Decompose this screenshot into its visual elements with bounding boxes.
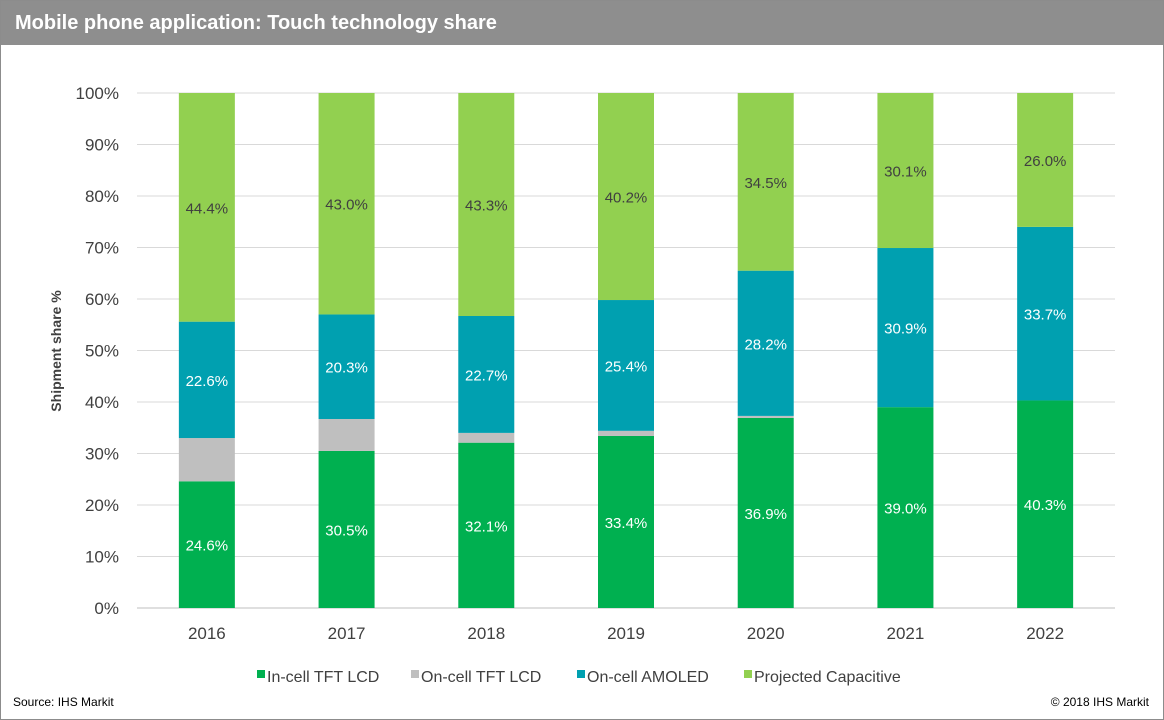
- bar-segment: [737, 93, 794, 271]
- x-tick-label: 2016: [188, 624, 226, 643]
- data-label: 36.9%: [744, 506, 787, 523]
- bar-segment: [1017, 400, 1074, 608]
- y-tick-label: 10%: [85, 548, 119, 567]
- data-label: 28.2%: [744, 336, 787, 353]
- x-tick-label: 2020: [747, 624, 785, 643]
- source-note: Source: IHS Markit: [13, 695, 114, 709]
- legend: In-cell TFT LCD On-cell TFT LCD On-cell AM…: [257, 669, 901, 686]
- bar-segment: [598, 430, 654, 436]
- legend-swatch: [577, 670, 585, 678]
- stacked-bar-chart: 0%10%20%30%40%50%60%70%80%90%100% 24.6%2…: [48, 84, 1115, 686]
- bar-segment: [877, 248, 934, 408]
- bar-segment: [178, 481, 235, 608]
- bar-segment: [1017, 226, 1074, 401]
- bar-segment: [877, 407, 934, 608]
- data-labels: 24.6% 22.6% 44.4% 30.5% 20.3% 43.0% 32.1% 22.7%…: [186, 153, 1067, 555]
- legend-label: In-cell TFT LCD: [267, 669, 379, 686]
- x-tick-label: 2022: [1026, 624, 1064, 643]
- bar-segment: [458, 93, 515, 316]
- data-label: 39.0%: [884, 501, 927, 518]
- y-tick-label: 70%: [85, 239, 119, 258]
- y-tick-label: 20%: [85, 496, 119, 515]
- x-tick-label: 2019: [607, 624, 645, 643]
- data-label: 24.6%: [186, 538, 229, 555]
- bars: [178, 93, 1074, 608]
- chart-title: Mobile phone application: Touch technolo…: [15, 12, 497, 34]
- data-label: 33.7%: [1024, 307, 1067, 324]
- legend-swatch: [744, 670, 752, 678]
- bar-segment: [318, 93, 375, 315]
- y-tick-label: 0%: [94, 599, 119, 618]
- bar-segment: [877, 93, 934, 249]
- bar-segment: [458, 442, 515, 608]
- bar-segment: [737, 270, 794, 416]
- data-label: 34.5%: [744, 175, 787, 192]
- data-label: 33.4%: [605, 515, 648, 532]
- legend-swatch: [257, 670, 265, 678]
- y-axis-ticks: 0% 10% 20% 30% 40% 50% 60% 70% 80% 90% 100%: [76, 84, 119, 618]
- bar-segment: [598, 435, 654, 608]
- data-label: 25.4%: [605, 358, 648, 375]
- y-tick-label: 90%: [85, 136, 119, 155]
- x-tick-label: 2021: [887, 624, 925, 643]
- data-label: 30.5%: [325, 522, 368, 539]
- y-tick-label: 50%: [85, 342, 119, 361]
- y-tick-label: 100%: [76, 84, 119, 103]
- bar-segment: [598, 93, 654, 301]
- legend-label: On-cell AMOLED: [587, 669, 709, 686]
- bar-segment: [318, 450, 375, 608]
- data-label: 32.1%: [465, 518, 508, 535]
- data-label: 40.2%: [605, 190, 648, 207]
- data-label: 43.3%: [465, 197, 508, 214]
- bar-segment: [318, 418, 375, 451]
- y-tick-label: 60%: [85, 290, 119, 309]
- data-label: 22.7%: [465, 367, 508, 384]
- title-bar: Mobile phone application: Touch technolo…: [1, 1, 1163, 45]
- bar-segment: [737, 417, 794, 608]
- x-tick-label: 2018: [467, 624, 505, 643]
- y-tick-label: 30%: [85, 445, 119, 464]
- x-tick-label: 2017: [328, 624, 366, 643]
- legend-label: On-cell TFT LCD: [421, 669, 541, 686]
- bar-segment: [318, 314, 375, 419]
- bar-segment: [458, 315, 515, 433]
- legend-label: Projected Capacitive: [754, 669, 901, 686]
- data-label: 20.3%: [325, 360, 368, 377]
- y-axis-label: Shipment share %: [48, 290, 64, 412]
- data-label: 26.0%: [1024, 153, 1067, 170]
- bar-segment: [458, 432, 515, 443]
- data-label: 40.3%: [1024, 497, 1067, 514]
- copyright-note: © 2018 IHS Markit: [1050, 695, 1149, 709]
- data-label: 44.4%: [186, 200, 229, 217]
- legend-swatch: [411, 670, 419, 678]
- data-label: 30.1%: [884, 164, 927, 181]
- data-label: 43.0%: [325, 197, 368, 214]
- bar-segment: [1017, 93, 1074, 227]
- bar-segment: [178, 321, 235, 439]
- y-tick-label: 80%: [85, 187, 119, 206]
- y-tick-label: 40%: [85, 393, 119, 412]
- x-axis-ticks: 2016 2017 2018 2019 2020 2021 2022: [188, 624, 1064, 643]
- bar-segment: [598, 300, 654, 431]
- bar-segment: [178, 438, 235, 482]
- data-label: 30.9%: [884, 321, 927, 338]
- bar-segment: [178, 93, 235, 322]
- bar-segment: [737, 415, 794, 418]
- data-label: 22.6%: [186, 373, 229, 390]
